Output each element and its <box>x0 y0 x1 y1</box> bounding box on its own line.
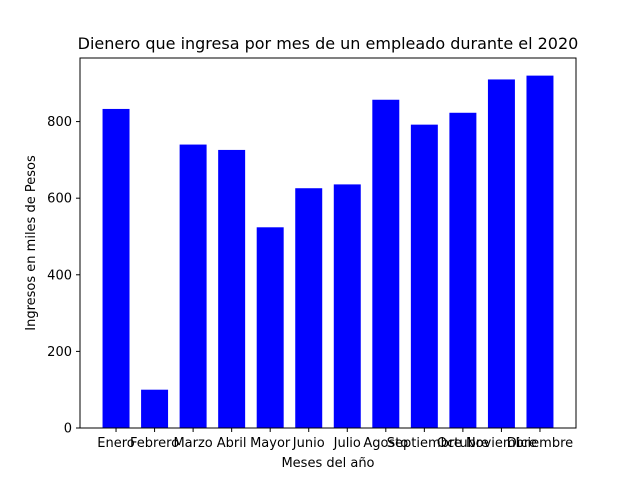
y-axis-label: Ingresos en miles de Pesos <box>24 155 39 331</box>
x-tick-label: Octubre <box>437 436 489 451</box>
bar-octubre <box>449 112 477 429</box>
x-tick-label: Septiembre <box>387 436 462 451</box>
plot-frame <box>79 57 577 429</box>
x-tick-label: Junio <box>292 436 325 451</box>
bar-junio <box>295 188 323 428</box>
bar-mayor <box>256 227 284 428</box>
bar-noviembre <box>487 79 515 428</box>
x-tick-label: Noviembre <box>466 436 537 451</box>
x-tick-label: Abril <box>217 436 247 451</box>
bar-marzo <box>179 144 207 428</box>
bar-abril <box>218 149 246 428</box>
x-tick-label: Febrero <box>130 436 179 451</box>
bar-julio <box>333 184 361 428</box>
y-tick-label: 200 <box>47 345 72 360</box>
x-tick-label: Julio <box>333 436 361 451</box>
chart-title: Dienero que ingresa por mes de un emplea… <box>78 34 579 53</box>
bar-septiembre <box>410 124 438 428</box>
x-tick-label: Marzo <box>173 436 212 451</box>
x-tick-label: Diciembre <box>507 436 573 451</box>
y-axis-ticks: 0 200 400 600 800 <box>47 115 80 437</box>
bar-febrero <box>141 389 169 428</box>
x-axis-label: Meses del año <box>281 456 374 471</box>
x-tick-label: Mayor <box>250 436 291 451</box>
bar-diciembre <box>526 75 554 428</box>
y-tick-label: 400 <box>47 268 72 283</box>
bars-group <box>102 75 554 429</box>
x-tick-label: Enero <box>97 436 135 451</box>
y-tick-label: 0 <box>64 422 72 437</box>
y-tick-label: 800 <box>47 115 72 130</box>
bar-agosto <box>372 99 400 428</box>
x-tick-label: Agosto <box>363 436 408 451</box>
y-tick-label: 600 <box>47 192 72 207</box>
bar-enero <box>102 108 130 429</box>
